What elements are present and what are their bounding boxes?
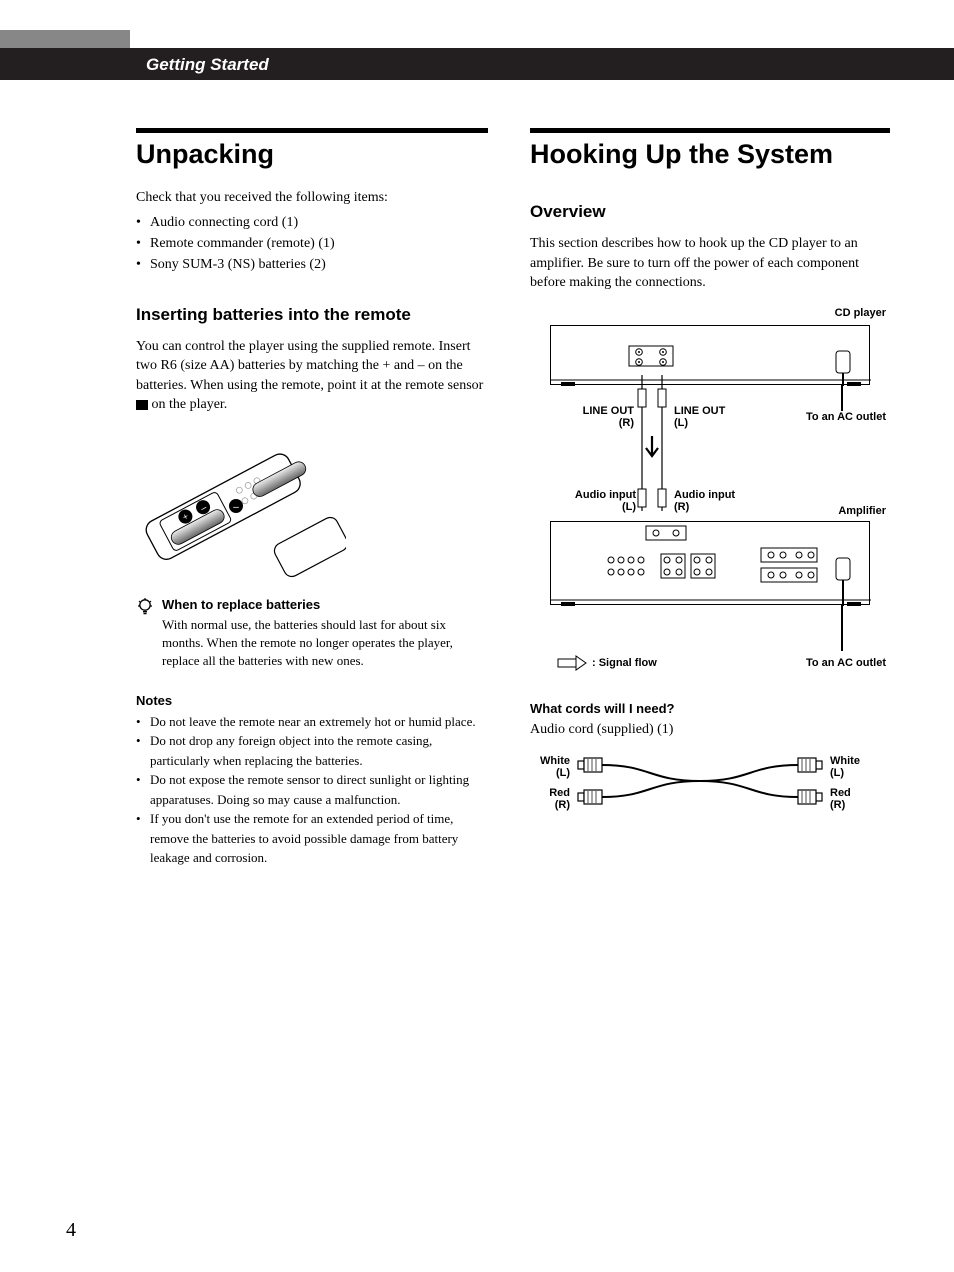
signal-flow-label: : Signal flow — [592, 657, 657, 669]
right-column: Hooking Up the System Overview This sect… — [530, 128, 890, 826]
hooking-up-heading: Hooking Up the System — [530, 139, 890, 170]
overview-body: This section describes how to hook up th… — [530, 234, 890, 293]
tip-body: With normal use, the batteries should la… — [162, 616, 488, 671]
overview-heading: Overview — [530, 202, 890, 222]
tip-block: When to replace batteries With normal us… — [136, 597, 488, 671]
header-black-bar — [0, 48, 954, 80]
list-item: Do not leave the remote near an extremel… — [136, 712, 488, 732]
section-header: Getting Started — [146, 55, 269, 75]
divider — [136, 128, 488, 133]
tip-heading: When to replace batteries — [162, 597, 488, 612]
page-number: 4 — [66, 1219, 76, 1242]
to-ac-outlet-1-label: To an AC outlet — [806, 411, 886, 423]
notes-list: Do not leave the remote near an extremel… — [136, 712, 488, 868]
notes-heading: Notes — [136, 693, 488, 708]
unpacking-items-list: Audio connecting cord (1) Remote command… — [136, 212, 488, 275]
line-out-l-label: LINE OUT(L) — [674, 405, 725, 429]
tip-icon — [136, 597, 154, 622]
remote-desc-part2: on the player. — [148, 397, 227, 412]
amplifier-label: Amplifier — [838, 505, 886, 517]
list-item: Audio connecting cord (1) — [136, 212, 488, 233]
cd-player-label: CD player — [835, 307, 886, 319]
left-column: Unpacking Check that you received the fo… — [136, 128, 488, 868]
list-item: If you don't use the remote for an exten… — [136, 809, 488, 868]
cd-player-box — [550, 325, 870, 385]
divider — [530, 128, 890, 133]
audio-input-l-label: Audio input(L) — [560, 489, 636, 513]
remote-instructions: You can control the player using the sup… — [136, 337, 488, 415]
list-item: Do not drop any foreign object into the … — [136, 731, 488, 770]
audio-cord-supplied: Audio cord (supplied) (1) — [530, 720, 890, 740]
line-out-r-label: LINE OUT(R) — [574, 405, 634, 429]
audio-input-r-label: Audio input(R) — [674, 489, 735, 513]
what-cords-heading: What cords will I need? — [530, 701, 890, 716]
svg-text:–: – — [233, 502, 239, 513]
remote-desc-part1: You can control the player using the sup… — [136, 339, 483, 393]
list-item: Sony SUM-3 (NS) batteries (2) — [136, 254, 488, 275]
audio-cord-figure: White(L) Red(R) White(L) Red(R) — [530, 751, 870, 826]
list-item: Remote commander (remote) (1) — [136, 233, 488, 254]
remote-sensor-icon — [136, 400, 148, 410]
inserting-batteries-heading: Inserting batteries into the remote — [136, 305, 488, 325]
amplifier-box — [550, 521, 870, 605]
to-ac-outlet-2-label: To an AC outlet — [806, 657, 886, 669]
unpacking-heading: Unpacking — [136, 139, 488, 170]
unpacking-intro: Check that you received the following it… — [136, 188, 488, 208]
connection-diagram: CD player — [530, 311, 890, 691]
remote-batteries-figure: – + – — [136, 429, 346, 579]
list-item: Do not expose the remote sensor to direc… — [136, 770, 488, 809]
